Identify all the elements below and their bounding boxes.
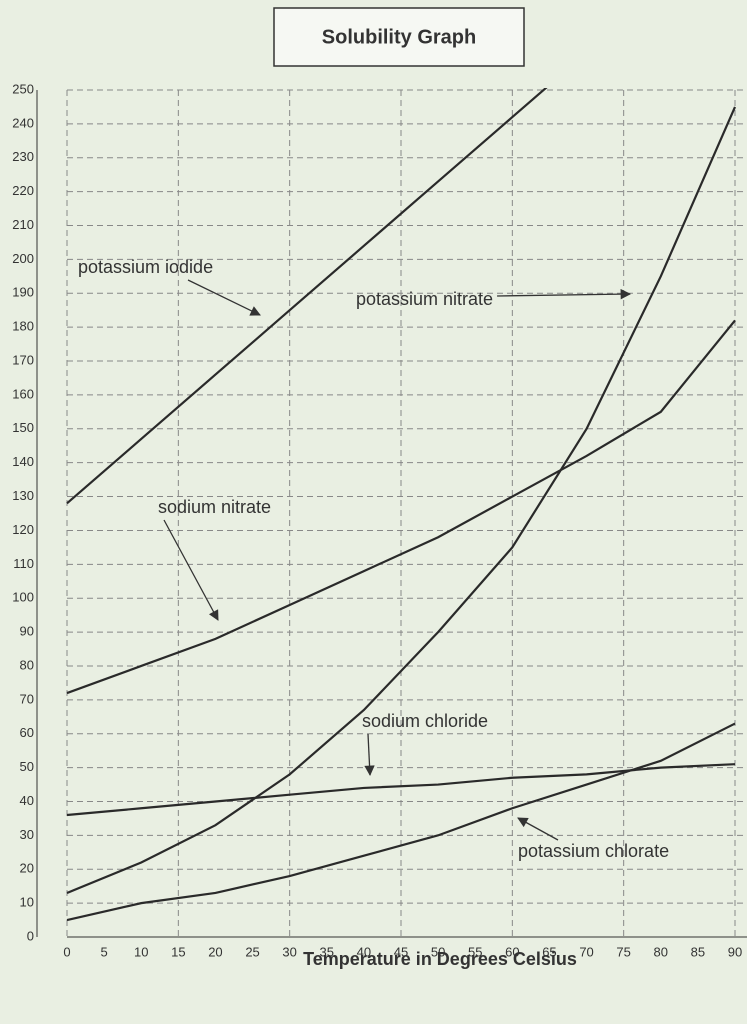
series-label: sodium nitrate bbox=[158, 497, 271, 517]
y-tick-label: 220 bbox=[12, 183, 34, 198]
y-tick-label: 90 bbox=[20, 624, 34, 639]
series-line bbox=[66, 763, 736, 817]
series-line bbox=[66, 88, 548, 505]
label-arrow bbox=[187, 279, 261, 316]
y-tick-label: 10 bbox=[20, 895, 34, 910]
x-tick-label: 55 bbox=[468, 944, 482, 959]
series-line bbox=[66, 319, 736, 695]
y-tick-label: 250 bbox=[12, 81, 34, 96]
series-line bbox=[66, 106, 737, 894]
label-arrow bbox=[364, 733, 375, 777]
y-tick-label: 50 bbox=[20, 759, 34, 774]
series-label: potassium nitrate bbox=[356, 289, 493, 309]
y-tick-label: 210 bbox=[12, 217, 34, 232]
label-arrow bbox=[163, 519, 219, 621]
x-tick-label: 20 bbox=[208, 944, 222, 959]
y-tick-label: 180 bbox=[12, 319, 34, 334]
y-tick-label: 80 bbox=[20, 657, 34, 672]
series-label: potassium iodide bbox=[78, 257, 213, 277]
x-tick-label: 45 bbox=[394, 944, 408, 959]
x-tick-label: 80 bbox=[654, 944, 668, 959]
y-tick-label: 70 bbox=[20, 691, 34, 706]
y-tick-label: 40 bbox=[20, 793, 34, 808]
y-tick-label: 60 bbox=[20, 725, 34, 740]
x-tick-label: 65 bbox=[542, 944, 556, 959]
y-tick-label: 150 bbox=[12, 420, 34, 435]
y-tick-label: 160 bbox=[12, 386, 34, 401]
y-tick-label: 100 bbox=[12, 590, 34, 605]
label-arrow bbox=[497, 288, 632, 300]
x-tick-label: 35 bbox=[320, 944, 334, 959]
x-tick-label: 30 bbox=[282, 944, 296, 959]
y-tick-label: 230 bbox=[12, 149, 34, 164]
x-tick-label: 90 bbox=[728, 944, 742, 959]
series-label: sodium chloride bbox=[362, 711, 488, 731]
x-tick-label: 15 bbox=[171, 944, 185, 959]
y-tick-label: 110 bbox=[13, 556, 34, 571]
y-tick-label: 120 bbox=[12, 522, 34, 537]
x-tick-label: 75 bbox=[616, 944, 630, 959]
y-tick-label: 240 bbox=[12, 115, 34, 130]
series-line bbox=[66, 722, 736, 922]
y-tick-label: 130 bbox=[12, 488, 34, 503]
y-tick-label: 170 bbox=[12, 352, 34, 367]
x-tick-label: 85 bbox=[691, 944, 705, 959]
y-tick-label: 0 bbox=[27, 928, 34, 943]
y-tick-label: 30 bbox=[20, 827, 34, 842]
y-tick-label: 200 bbox=[12, 251, 34, 266]
label-arrow bbox=[517, 817, 559, 841]
x-tick-label: 70 bbox=[579, 944, 593, 959]
x-tick-label: 5 bbox=[100, 944, 107, 959]
x-tick-label: 60 bbox=[505, 944, 519, 959]
x-tick-label: 25 bbox=[245, 944, 259, 959]
y-tick-label: 190 bbox=[12, 285, 34, 300]
y-tick-label: 20 bbox=[20, 861, 34, 876]
title-box bbox=[273, 7, 525, 67]
series-label: potassium chlorate bbox=[518, 841, 669, 861]
x-axis-label: Temperature in Degrees Celsius bbox=[303, 949, 577, 969]
x-tick-label: 50 bbox=[431, 944, 445, 959]
chart-title: Solubility Graph bbox=[322, 26, 476, 48]
x-tick-label: 0 bbox=[63, 944, 70, 959]
y-tick-label: 140 bbox=[12, 454, 34, 469]
x-tick-label: 40 bbox=[357, 944, 371, 959]
x-tick-label: 10 bbox=[134, 944, 148, 959]
